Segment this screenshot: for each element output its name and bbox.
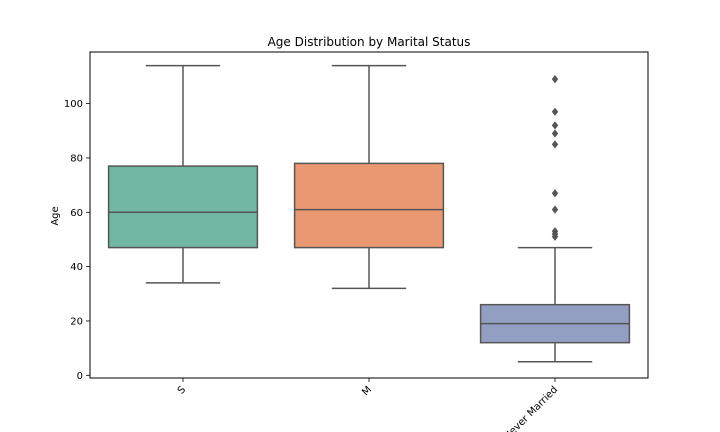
- plot-area: [107, 64, 631, 363]
- outlier-point: [551, 121, 559, 130]
- y-tick-label: 20: [70, 316, 83, 327]
- outlier-point: [551, 227, 559, 236]
- y-tick-label: 40: [70, 262, 83, 273]
- y-tick-label: 0: [77, 371, 83, 382]
- box-iqr: [107, 165, 259, 249]
- outlier-point: [551, 189, 559, 198]
- y-tick-label: 100: [64, 99, 83, 110]
- outlier-point: [551, 140, 559, 149]
- outlier-point: [551, 205, 559, 214]
- x-tick-label: M: [360, 384, 374, 398]
- x-tick-label: S: [176, 384, 188, 396]
- box-group: [293, 64, 445, 290]
- x-tick-label: Never Married: [502, 384, 560, 432]
- box-iqr: [293, 162, 445, 249]
- outlier-point: [551, 107, 559, 116]
- y-tick-label: 60: [70, 208, 83, 219]
- box-group: [479, 75, 631, 363]
- outlier-point: [551, 75, 559, 84]
- box-group: [107, 64, 259, 284]
- y-tick-label: 80: [70, 153, 83, 164]
- chart-title: Age Distribution by Marital Status: [268, 35, 471, 49]
- outlier-point: [551, 129, 559, 138]
- y-axis-label: Age: [50, 206, 61, 225]
- axes: 0 20 40 60 80 100 S M Never Married: [64, 99, 560, 432]
